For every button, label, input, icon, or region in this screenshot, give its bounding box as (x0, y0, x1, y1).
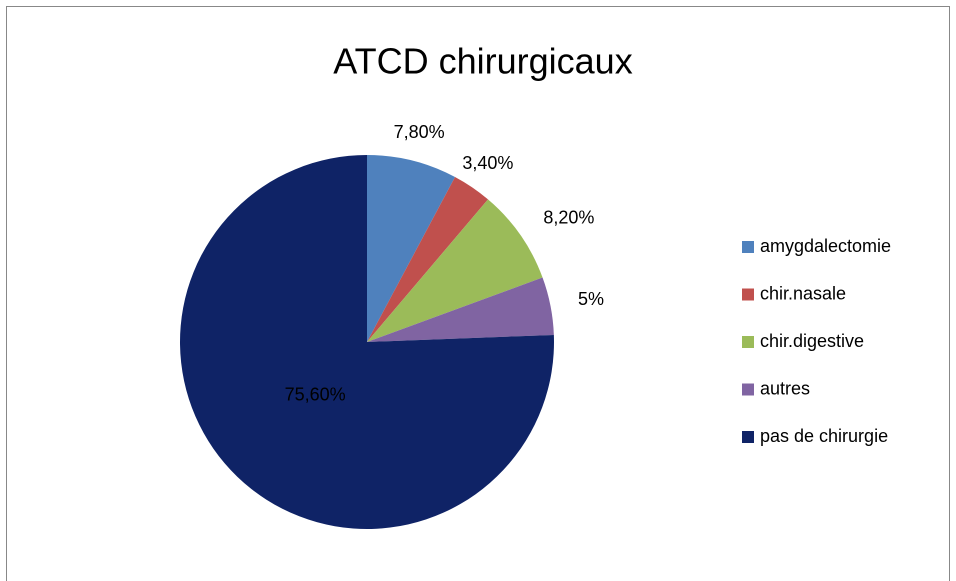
data-label: 3,40% (462, 153, 513, 173)
data-label: 8,20% (543, 208, 594, 228)
legend-swatch (742, 241, 754, 253)
legend-label: chir.nasale (760, 283, 846, 303)
legend-label: amygdalectomie (760, 236, 891, 256)
pie-slice (367, 277, 554, 342)
chart-title: ATCD chirurgicaux (333, 41, 632, 82)
pie-slice (367, 155, 456, 342)
legend-label: autres (760, 378, 810, 398)
legend-label: chir.digestive (760, 331, 864, 351)
legend-swatch (742, 383, 754, 396)
pie-slice (367, 177, 488, 342)
pie-slice (367, 199, 543, 342)
pie-slice (180, 155, 554, 530)
data-label: 75,60% (285, 385, 346, 405)
legend-swatch (742, 431, 754, 443)
legend-swatch (742, 288, 754, 301)
data-label: 7,80% (394, 122, 445, 142)
legend-swatch (742, 336, 754, 348)
data-label: 5% (578, 289, 604, 309)
legend-label: pas de chirurgie (760, 426, 888, 446)
